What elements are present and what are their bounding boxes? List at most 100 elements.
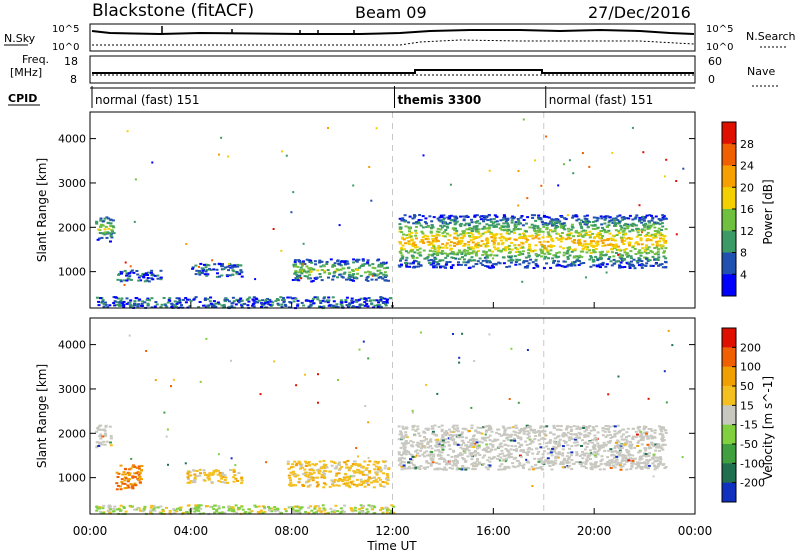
echo-cell xyxy=(503,468,506,471)
echo-cell xyxy=(254,505,258,508)
echo-cell xyxy=(143,273,147,276)
echo-cell xyxy=(465,214,469,217)
echo-cell xyxy=(423,451,427,454)
echo-cell xyxy=(584,220,587,223)
echo-cell xyxy=(468,248,472,251)
echo-cell xyxy=(436,217,440,220)
echo-cell xyxy=(474,430,478,433)
echo-cell xyxy=(353,506,357,509)
colorbar-tick-label: -15 xyxy=(740,419,758,432)
echo-cell xyxy=(289,481,293,484)
echo-cell xyxy=(141,300,145,303)
echo-cell xyxy=(614,243,618,246)
echo-cell xyxy=(294,475,298,478)
echo-cell xyxy=(352,261,356,264)
echo-cell xyxy=(131,476,135,479)
echo-cell xyxy=(436,250,440,253)
echo-cell xyxy=(568,254,572,257)
echo-cell xyxy=(649,225,653,228)
echo-cell xyxy=(170,385,172,388)
echo-cell xyxy=(595,216,599,219)
echo-cell xyxy=(282,298,286,301)
echo-cell xyxy=(404,440,408,442)
echo-cell xyxy=(293,272,297,275)
echo-cell xyxy=(402,427,405,430)
echo-cell xyxy=(511,462,515,465)
echo-cell xyxy=(359,483,363,486)
echo-cell xyxy=(483,265,487,267)
echo-cell xyxy=(496,242,500,245)
echo-cell xyxy=(449,266,453,268)
echo-cell xyxy=(438,259,442,262)
echo-cell xyxy=(552,224,556,227)
echo-cell xyxy=(463,427,467,430)
echo-cell xyxy=(350,465,354,467)
echo-cell xyxy=(526,264,530,267)
echo-cell xyxy=(627,450,631,453)
echo-cell xyxy=(109,441,112,444)
echo-cell xyxy=(98,237,102,240)
echo-cell xyxy=(601,446,605,449)
echo-cell xyxy=(229,274,232,277)
echo-cell xyxy=(476,458,479,461)
echo-cell xyxy=(611,464,615,467)
echo-cell xyxy=(405,262,409,265)
echo-cell xyxy=(461,457,465,459)
echo-cell xyxy=(319,306,323,309)
echo-cell xyxy=(138,298,142,301)
echo-cell xyxy=(639,238,643,240)
echo-cell xyxy=(339,303,343,306)
y-tick-label: 1000 xyxy=(58,472,86,485)
echo-cell xyxy=(338,463,342,466)
echo-cell xyxy=(429,231,433,234)
echo-cell xyxy=(517,204,520,207)
echo-cell xyxy=(548,440,552,443)
echo-cell xyxy=(437,462,441,465)
echo-cell xyxy=(566,250,570,253)
echo-cell xyxy=(236,265,240,268)
echo-cell xyxy=(521,224,525,227)
echo-cell xyxy=(412,261,415,264)
echo-cell xyxy=(559,240,563,243)
echo-cell xyxy=(218,263,222,266)
echo-cell xyxy=(440,428,444,431)
echo-cell xyxy=(335,465,339,468)
echo-cell xyxy=(453,443,456,446)
echo-cell xyxy=(410,454,414,457)
echo-cell xyxy=(618,429,622,432)
echo-cell xyxy=(588,440,592,443)
echo-cell xyxy=(498,453,502,456)
echo-cell xyxy=(545,459,549,462)
echo-cell xyxy=(618,449,622,452)
echo-cell xyxy=(469,232,473,234)
echo-cell xyxy=(620,438,624,441)
echo-cell xyxy=(288,483,292,486)
time-axis-ticks: 00:00 04:00 08:00 12:00 16:00 20:00 00:00 xyxy=(73,302,712,538)
echo-cell xyxy=(499,233,503,236)
echo-cell xyxy=(539,230,543,233)
echo-cell xyxy=(197,506,201,508)
echo-cell xyxy=(635,461,639,464)
echo-cell xyxy=(603,430,607,433)
echo-cell xyxy=(321,471,325,474)
echo-cell xyxy=(621,465,625,468)
echo-cell xyxy=(599,252,603,255)
echo-cell xyxy=(405,256,409,259)
echo-cell xyxy=(443,230,447,233)
echo-cell xyxy=(293,260,297,263)
echo-cell xyxy=(191,469,195,472)
echo-cell xyxy=(475,460,479,463)
echo-cell xyxy=(521,246,525,249)
echo-cell xyxy=(400,219,404,222)
echo-cell xyxy=(606,250,610,253)
echo-cell xyxy=(268,507,272,510)
echo-cell xyxy=(601,427,605,429)
echo-cell xyxy=(204,266,208,269)
echo-cell xyxy=(578,233,582,236)
echo-cell xyxy=(622,233,625,236)
echo-cell xyxy=(594,439,598,442)
echo-cell xyxy=(296,303,300,306)
echo-cell xyxy=(305,481,308,484)
echo-cell xyxy=(499,468,503,471)
echo-cell xyxy=(593,448,597,451)
